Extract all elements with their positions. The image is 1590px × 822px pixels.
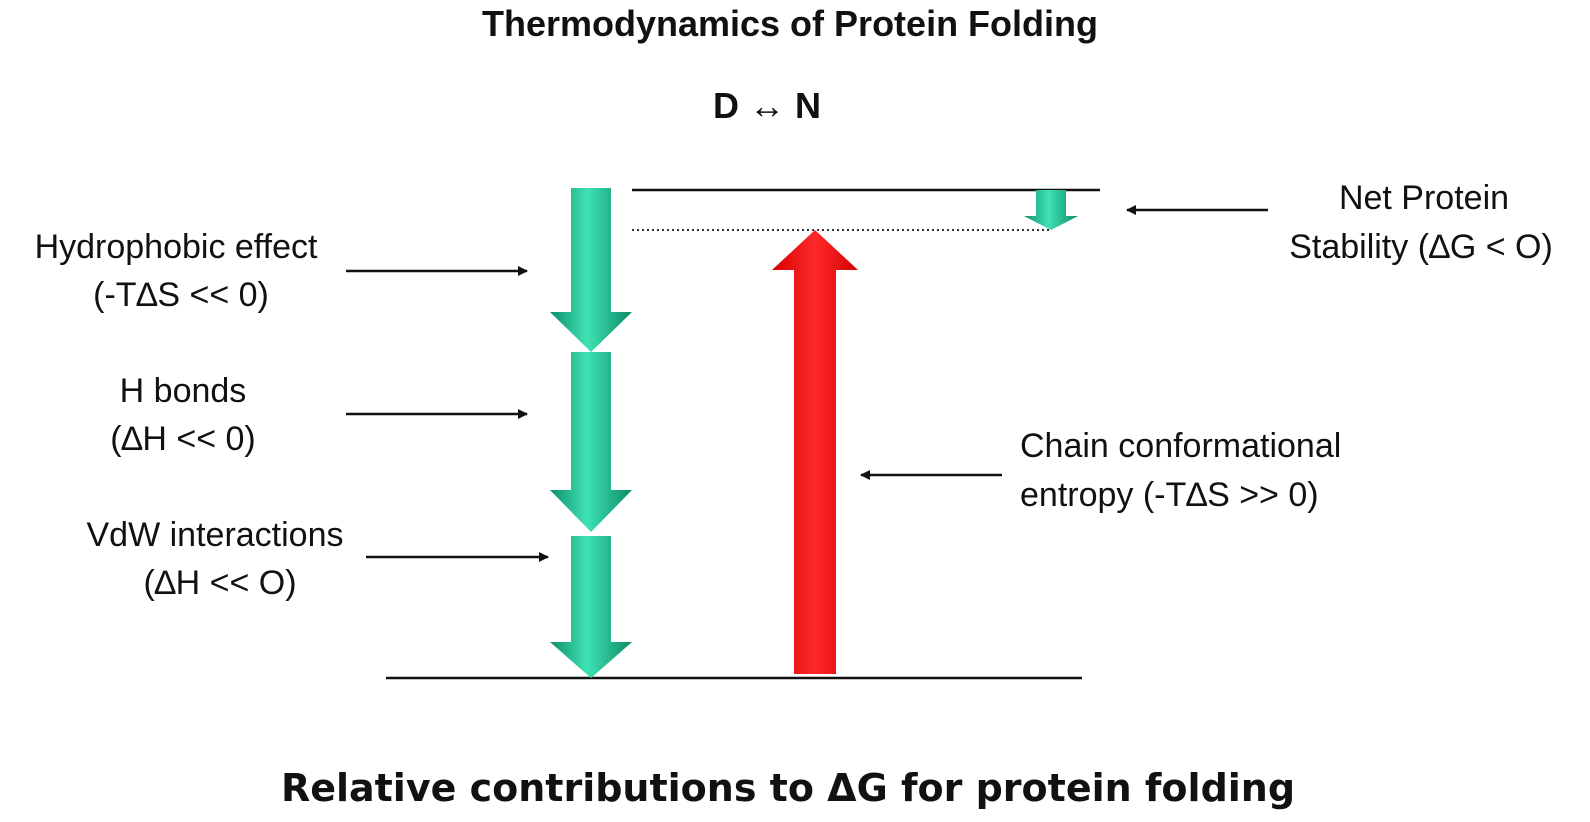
net-stability-value: Stability (∆G < O) (1289, 228, 1553, 266)
h-bonds-label: H bonds (120, 372, 247, 410)
chain-entropy-value: entropy (-T∆S >> 0) (1020, 476, 1319, 514)
vdw-interactions-value: (∆H << O) (143, 564, 296, 602)
chain-entropy-label: Chain conformational (1020, 427, 1341, 465)
hydrophobic-effect-arrow (550, 188, 632, 352)
vdw-interactions-arrow (550, 536, 632, 678)
chain-entropy-arrow (772, 230, 858, 674)
vdw-interactions-label: VdW interactions (87, 516, 344, 554)
h-bonds-arrow (550, 352, 632, 532)
hydrophobic-effect-label: Hydrophobic effect (35, 228, 318, 266)
reaction-equation: D ↔ N (713, 85, 821, 126)
net-stability-label: Net Protein (1339, 179, 1509, 217)
h-bonds-value: (∆H << 0) (110, 420, 256, 458)
net-stability-arrow (1024, 190, 1078, 230)
diagram-title: Thermodynamics of Protein Folding (482, 3, 1098, 44)
figure-caption: Relative contributions to ΔG for protein… (281, 766, 1295, 810)
hydrophobic-effect-value: (-T∆S << 0) (93, 276, 269, 314)
